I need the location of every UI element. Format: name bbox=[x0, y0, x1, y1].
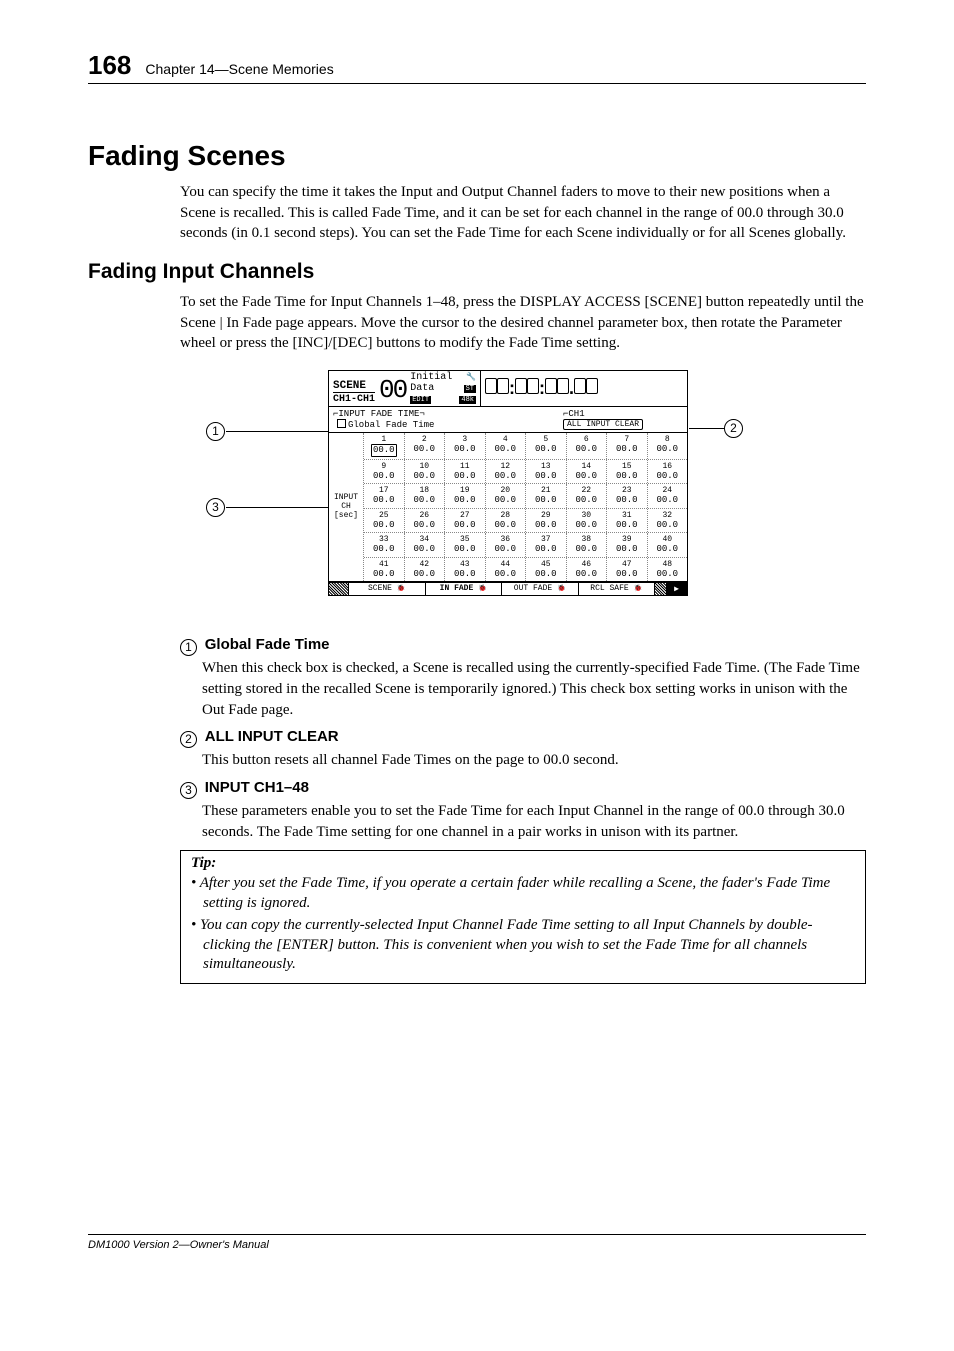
chapter-title: Chapter 14—Scene Memories bbox=[145, 61, 333, 77]
lcd-fade-cell[interactable]: 900.0 bbox=[364, 460, 405, 484]
intro-paragraph: You can specify the time it takes the In… bbox=[180, 182, 866, 244]
wrench-icon: 🔧 bbox=[466, 373, 476, 382]
lcd-fade-cell[interactable]: 2500.0 bbox=[364, 509, 405, 533]
lcd-fade-cell[interactable]: 300.0 bbox=[445, 433, 486, 459]
callout-2-line bbox=[689, 428, 724, 429]
lcd-edit-badge: EDIT bbox=[410, 396, 431, 404]
lcd-fade-cell[interactable]: 2700.0 bbox=[445, 509, 486, 533]
item-body: This button resets all channel Fade Time… bbox=[202, 750, 866, 771]
lcd-fade-cell[interactable]: 1800.0 bbox=[405, 484, 446, 508]
lcd-tab-rcl-safe[interactable]: RCL SAFE 🐞 bbox=[579, 582, 656, 595]
lcd-fade-cell[interactable]: 1600.0 bbox=[648, 460, 688, 484]
item-heading: 1 Global Fade Time bbox=[180, 636, 866, 656]
lcd-fade-cell[interactable]: 2300.0 bbox=[607, 484, 648, 508]
lcd-fade-cell[interactable]: 3200.0 bbox=[648, 509, 688, 533]
lcd-fade-cell[interactable]: 4100.0 bbox=[364, 558, 405, 582]
lcd-fade-cell[interactable]: 3600.0 bbox=[486, 533, 527, 557]
lcd-timecode: ::. bbox=[485, 378, 598, 399]
lcd-fade-cell[interactable]: 1500.0 bbox=[607, 460, 648, 484]
lcd-fade-cell[interactable]: 1700.0 bbox=[364, 484, 405, 508]
lcd-fade-cell[interactable]: 1000.0 bbox=[405, 460, 446, 484]
lcd-fade-cell[interactable]: 700.0 bbox=[607, 433, 648, 459]
callout-1-line bbox=[226, 431, 334, 432]
lcd-fade-cell[interactable]: 800.0 bbox=[648, 433, 688, 459]
lcd-fade-cell[interactable]: 2000.0 bbox=[486, 484, 527, 508]
callout-2: 2 bbox=[724, 419, 743, 438]
lcd-tab-scene[interactable]: SCENE 🐞 bbox=[349, 582, 426, 595]
item-heading: 3 INPUT CH1–48 bbox=[180, 779, 866, 799]
lcd-figure: 1 3 2 SCENE CH1-CH1 00 bbox=[88, 370, 866, 614]
lcd-fade-cell[interactable]: 400.0 bbox=[486, 433, 527, 459]
lcd-fade-cell[interactable]: 4700.0 bbox=[607, 558, 648, 582]
lcd-fade-cell[interactable]: 3500.0 bbox=[445, 533, 486, 557]
lcd-fade-cell[interactable]: 2600.0 bbox=[405, 509, 446, 533]
tip-box: Tip: • After you set the Fade Time, if y… bbox=[180, 850, 866, 984]
lcd-ch-range: CH1-CH1 bbox=[333, 394, 375, 405]
lcd-fade-cell[interactable]: 200.0 bbox=[405, 433, 446, 459]
lcd-fade-cell[interactable]: 600.0 bbox=[567, 433, 608, 459]
lcd-fade-cell[interactable]: 2900.0 bbox=[526, 509, 567, 533]
lcd-fade-grid: INPUT CH [sec] 100.0200.0300.0400.0500.0… bbox=[329, 433, 687, 582]
lcd-fade-cell[interactable]: 1900.0 bbox=[445, 484, 486, 508]
lcd-global-checkbox[interactable]: Global Fade Time bbox=[333, 420, 434, 430]
lcd-tab-in-fade[interactable]: IN FADE 🐞 bbox=[426, 582, 503, 595]
lcd-tab-out-fade[interactable]: OUT FADE 🐞 bbox=[502, 582, 579, 595]
lcd-fade-cell[interactable]: 3300.0 bbox=[364, 533, 405, 557]
lcd-fade-cell[interactable]: 4500.0 bbox=[526, 558, 567, 582]
page-footer: DM1000 Version 2—Owner's Manual bbox=[88, 1234, 866, 1251]
lcd-fade-cell[interactable]: 3000.0 bbox=[567, 509, 608, 533]
page-header: 168 Chapter 14—Scene Memories bbox=[88, 50, 866, 84]
lcd-fade-cell[interactable]: 4000.0 bbox=[648, 533, 688, 557]
item-body: When this check box is checked, a Scene … bbox=[202, 658, 866, 720]
lcd-ch1-label: ⌐CH1 bbox=[563, 409, 683, 419]
lcd-scene-label: SCENE bbox=[333, 380, 375, 393]
lcd-fade-cell[interactable]: 3100.0 bbox=[607, 509, 648, 533]
lcd-initial-data: Initial Data bbox=[410, 372, 452, 394]
item-heading: 2 ALL INPUT CLEAR bbox=[180, 728, 866, 748]
callout-1: 1 bbox=[206, 422, 225, 441]
lcd-scene-number: 00 bbox=[379, 375, 406, 405]
tip-label: Tip: bbox=[191, 855, 855, 872]
lcd-tab-hatched-right bbox=[655, 582, 667, 595]
tip-bullet: • After you set the Fade Time, if you op… bbox=[191, 874, 855, 914]
heading-fading-scenes: Fading Scenes bbox=[88, 140, 866, 172]
lcd-fade-cell[interactable]: 4600.0 bbox=[567, 558, 608, 582]
item-body: These parameters enable you to set the F… bbox=[202, 801, 866, 842]
callout-3-line bbox=[226, 507, 330, 508]
lcd-section-title: ⌐INPUT FADE TIME¬ bbox=[333, 409, 425, 419]
lcd-screenshot: SCENE CH1-CH1 00 Initial Data EDIT 🔧 ST4… bbox=[328, 370, 688, 596]
lcd-tabs: SCENE 🐞 IN FADE 🐞 OUT FADE 🐞 RCL SAFE 🐞 … bbox=[329, 582, 687, 595]
lcd-fade-cell[interactable]: 2800.0 bbox=[486, 509, 527, 533]
lcd-fade-cell[interactable]: 4400.0 bbox=[486, 558, 527, 582]
lcd-fade-cell[interactable]: 2100.0 bbox=[526, 484, 567, 508]
lcd-fade-cell[interactable]: 4300.0 bbox=[445, 558, 486, 582]
lcd-fade-cell[interactable]: 3700.0 bbox=[526, 533, 567, 557]
lcd-tab-arrow[interactable]: ▶ bbox=[667, 582, 687, 595]
lcd-fade-cell[interactable]: 3800.0 bbox=[567, 533, 608, 557]
lcd-fade-cell[interactable]: 3400.0 bbox=[405, 533, 446, 557]
lcd-fade-cell[interactable]: 1300.0 bbox=[526, 460, 567, 484]
page-number: 168 bbox=[88, 50, 131, 81]
lcd-all-input-clear-button[interactable]: ALL INPUT CLEAR bbox=[563, 419, 643, 430]
lcd-fade-cell[interactable]: 3900.0 bbox=[607, 533, 648, 557]
instruction-paragraph: To set the Fade Time for Input Channels … bbox=[180, 292, 866, 354]
tip-bullet: • You can copy the currently-selected In… bbox=[191, 916, 855, 975]
lcd-fade-cell[interactable]: 2400.0 bbox=[648, 484, 688, 508]
lcd-fade-cell[interactable]: 1200.0 bbox=[486, 460, 527, 484]
lcd-fade-cell[interactable]: 4800.0 bbox=[648, 558, 688, 582]
heading-fading-input-channels: Fading Input Channels bbox=[88, 260, 866, 284]
lcd-fade-cell[interactable]: 500.0 bbox=[526, 433, 567, 459]
callout-3: 3 bbox=[206, 498, 225, 517]
lcd-fade-cell[interactable]: 100.0 bbox=[364, 433, 405, 459]
lcd-tab-hatched-left bbox=[329, 582, 349, 595]
lcd-fade-cell[interactable]: 2200.0 bbox=[567, 484, 608, 508]
lcd-grid-side-label: INPUT CH [sec] bbox=[329, 433, 364, 581]
lcd-fade-cell[interactable]: 1400.0 bbox=[567, 460, 608, 484]
lcd-fade-cell[interactable]: 1100.0 bbox=[445, 460, 486, 484]
lcd-st-48k: ST48k bbox=[452, 383, 476, 405]
lcd-fade-cell[interactable]: 4200.0 bbox=[405, 558, 446, 582]
